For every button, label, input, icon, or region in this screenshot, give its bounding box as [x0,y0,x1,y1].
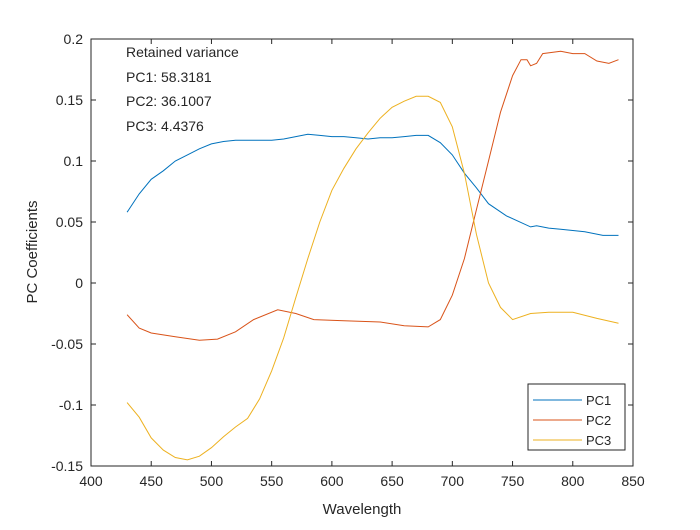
x-tick-label: 800 [561,473,585,489]
axes-box [90,38,634,467]
y-axis-label: PC Coefficients [24,200,41,303]
legend-label-pc1: PC1 [586,393,611,408]
x-tick-label: 550 [260,473,284,489]
series-line-pc1 [126,133,619,236]
x-axis-label: Wavelength [323,501,402,518]
y-tick-label: 0 [75,275,83,291]
x-tick-label: 700 [441,473,465,489]
x-tick-label: 450 [140,473,164,489]
annotation-line-2: PC1: 58.3181 [126,69,212,85]
x-tick-label: 400 [79,473,103,489]
y-tick-label: 0.05 [56,214,83,230]
y-tick-label: 0.1 [64,153,84,169]
y-tick-label: -0.05 [51,336,83,352]
series-line-pc2 [126,50,619,341]
legend-label-pc2: PC2 [586,413,611,428]
legend-box [527,383,626,451]
x-tick-label: 750 [501,473,525,489]
annotation-line-3: PC2: 36.1007 [126,93,212,109]
legend[interactable]: PC1 PC2 PC3 [527,383,626,451]
series-line-pc3 [126,95,619,461]
x-tick-label: 500 [200,473,224,489]
x-tick-label: 850 [621,473,645,489]
x-tick-label: 650 [380,473,404,489]
y-tick-label: 0.2 [64,31,84,47]
annotation-line-1: Retained variance [126,44,239,60]
y-tick-label: 0.15 [56,92,83,108]
annotation-line-4: PC3: 4.4376 [126,118,204,134]
legend-label-pc3: PC3 [586,433,611,448]
y-tick-label: -0.15 [51,458,83,474]
y-tick-label: -0.1 [59,397,83,413]
x-tick-label: 600 [320,473,344,489]
